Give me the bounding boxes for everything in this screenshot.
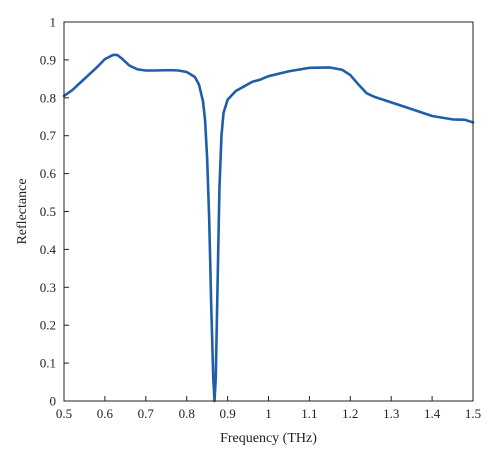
y-tick-label: 1 bbox=[50, 15, 57, 30]
y-tick-label: 0.3 bbox=[40, 280, 56, 295]
x-tick-label: 0.6 bbox=[97, 406, 114, 421]
x-axis-label: Frequency (THz) bbox=[220, 431, 317, 446]
y-tick-label: 0.4 bbox=[40, 242, 57, 257]
x-tick-label: 1.5 bbox=[465, 406, 481, 421]
x-tick-label: 0.7 bbox=[138, 406, 155, 421]
y-tick-label: 0.7 bbox=[40, 128, 57, 143]
y-tick-label: 0.6 bbox=[40, 166, 57, 181]
y-tick-label: 0.5 bbox=[40, 204, 56, 219]
x-tick-label: 1.4 bbox=[424, 406, 441, 421]
y-axis-ticks: 0 0.1 0.2 0.3 0.4 0.5 0.6 0.7 0.8 0.9 1 bbox=[40, 15, 69, 409]
x-tick-label: 0.9 bbox=[219, 406, 235, 421]
x-tick-label: 1.3 bbox=[383, 406, 399, 421]
plot-area-frame bbox=[63, 21, 474, 402]
x-tick-label: 1.1 bbox=[301, 406, 317, 421]
y-axis-label: Reflectance bbox=[15, 178, 30, 244]
y-tick-label: 0.1 bbox=[40, 356, 56, 371]
x-tick-label: 0.8 bbox=[179, 406, 195, 421]
x-tick-label: 1 bbox=[265, 406, 272, 421]
x-axis-ticks: 0.5 0.6 0.7 0.8 0.9 1 1.1 1.2 1.3 1.4 1.5 bbox=[56, 396, 481, 421]
y-tick-label: 0.2 bbox=[40, 318, 56, 333]
x-tick-label: 1.2 bbox=[342, 406, 358, 421]
y-tick-label: 0.8 bbox=[40, 90, 56, 105]
x-tick-label: 0.5 bbox=[56, 406, 72, 421]
y-tick-label: 0 bbox=[50, 394, 57, 409]
y-tick-label: 0.9 bbox=[40, 52, 56, 67]
reflectance-series-line bbox=[62, 53, 475, 403]
